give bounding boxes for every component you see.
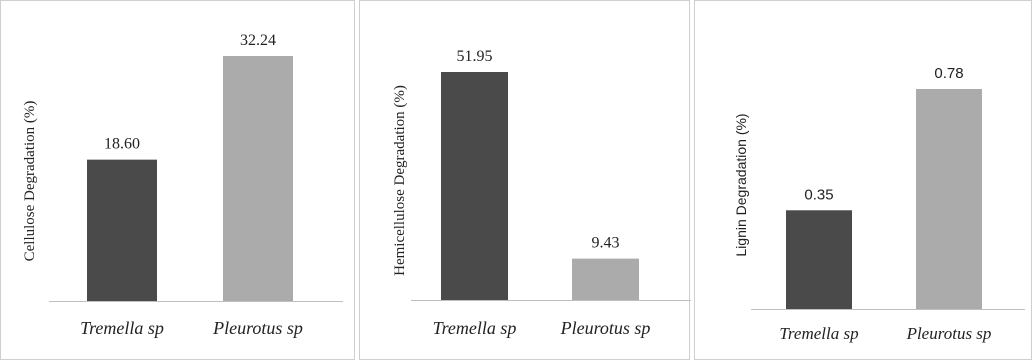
chart-panel-lignin: 0.35 Tremella sp 0.78 Pleurotus sp Lignin De… bbox=[694, 0, 1032, 360]
data-label: 0.78 bbox=[934, 65, 963, 82]
category-label: Tremella sp bbox=[433, 318, 517, 338]
category-label: Pleurotus sp bbox=[212, 318, 303, 338]
category-label: Pleurotus sp bbox=[560, 318, 651, 338]
y-axis-label: Cellulose Degradation (%) bbox=[22, 101, 38, 262]
y-axis-label: Hemicellulose Degradation (%) bbox=[392, 85, 408, 276]
bar-tremella-sp bbox=[87, 159, 157, 301]
data-label: 0.35 bbox=[804, 186, 833, 203]
hemicellulose-bar-chart: 51.95 Tremella sp 9.43 Pleurotus sp Hemicell… bbox=[392, 48, 691, 338]
y-axis-label: Lignin Degradation (%) bbox=[733, 113, 749, 256]
bar-pleurotus-sp bbox=[223, 56, 293, 301]
bar-pleurotus-sp bbox=[572, 258, 639, 300]
category-label: Pleurotus sp bbox=[906, 324, 992, 343]
category-label: Tremella sp bbox=[779, 324, 858, 343]
category-label: Tremella sp bbox=[80, 318, 164, 338]
data-label: 9.43 bbox=[592, 235, 620, 252]
data-label: 32.24 bbox=[240, 32, 276, 49]
chart-panel-hemicellulose: 51.95 Tremella sp 9.43 Pleurotus sp Hemicell… bbox=[359, 0, 691, 360]
bar-tremella-sp bbox=[441, 72, 508, 300]
lignin-bar-chart: 0.35 Tremella sp 0.78 Pleurotus sp Lignin De… bbox=[733, 65, 1025, 343]
data-label: 18.60 bbox=[104, 136, 140, 153]
cellulose-bar-chart: 18.60 Tremella sp 32.24 Pleurotus sp Cellulo… bbox=[22, 32, 343, 338]
bar-tremella-sp bbox=[786, 210, 852, 309]
data-label: 51.95 bbox=[457, 48, 493, 65]
chart-panel-cellulose: 18.60 Tremella sp 32.24 Pleurotus sp Cellulo… bbox=[0, 0, 355, 360]
bar-pleurotus-sp bbox=[916, 89, 982, 309]
